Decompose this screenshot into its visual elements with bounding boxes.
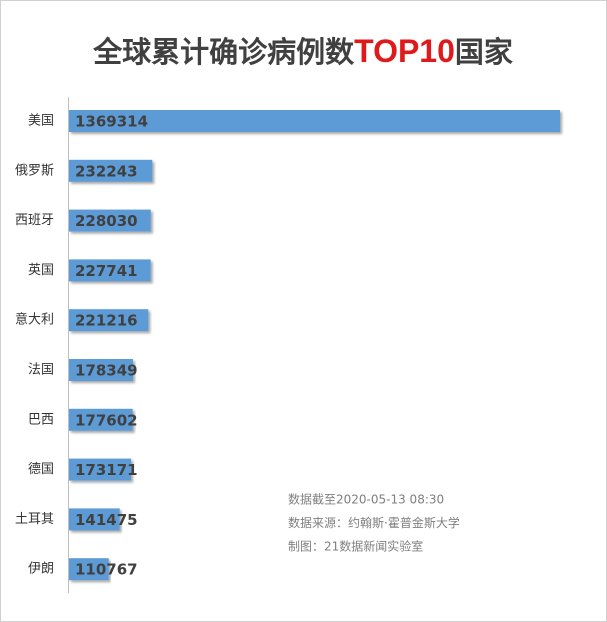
note: 数据截至2020-05-13 08:30: [288, 492, 444, 507]
value-label: 178349: [75, 362, 138, 380]
bar: [69, 110, 560, 132]
y-tick-label: 西班牙: [15, 213, 54, 228]
bar: [69, 408, 133, 431]
y-tick-label: 法国: [28, 363, 54, 378]
bar: [69, 159, 153, 182]
bar: [69, 359, 133, 381]
bar: [69, 309, 149, 332]
y-tick-label: 伊朗: [28, 562, 54, 577]
y-tick-label: 英国: [28, 263, 54, 278]
y-tick-label: 巴西: [28, 412, 54, 427]
y-tick-label: 德国: [28, 462, 54, 477]
value-label: 221216: [75, 312, 138, 330]
bar: [69, 558, 109, 581]
value-label: 228030: [75, 212, 138, 230]
title-part: 国家: [455, 35, 513, 69]
bar: [69, 259, 151, 282]
note: 数据来源：约翰斯·霍普金斯大学: [288, 515, 460, 530]
y-tick-label: 美国: [28, 114, 54, 129]
value-label: 227741: [75, 262, 138, 280]
bar: [69, 508, 120, 531]
bar: [69, 209, 151, 232]
y-tick-label: 意大利: [15, 312, 54, 328]
title-part: TOP10: [354, 33, 455, 69]
note: 制图：21数据新闻实验室: [288, 539, 423, 554]
value-label: 232243: [75, 162, 138, 180]
chart-title: 全球累计确诊病例数TOP10国家: [92, 33, 513, 69]
value-label: 1369314: [75, 113, 148, 131]
title-part: 全球累计确诊病例数: [92, 35, 355, 69]
value-label: 173171: [75, 461, 138, 479]
value-label: 141475: [75, 511, 138, 529]
y-tick-label: 俄罗斯: [15, 163, 54, 178]
value-label: 177602: [75, 411, 138, 429]
bar: [69, 458, 132, 481]
value-label: 110767: [75, 561, 138, 579]
y-tick-label: 土耳其: [15, 512, 54, 527]
